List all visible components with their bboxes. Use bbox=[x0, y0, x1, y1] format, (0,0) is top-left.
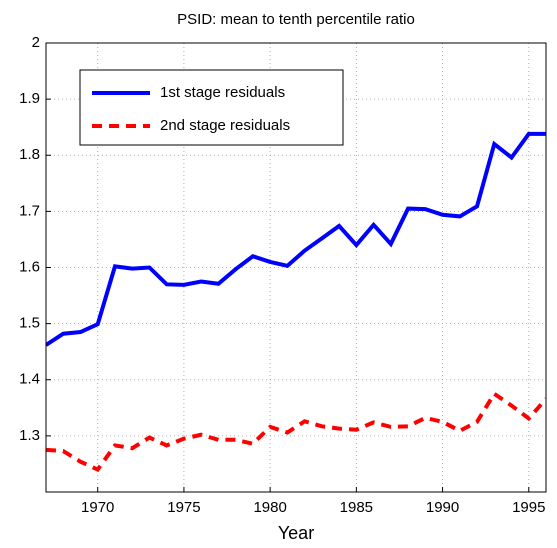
legend-label: 2nd stage residuals bbox=[160, 117, 290, 134]
y-tick-label: 1.6 bbox=[19, 258, 40, 275]
chart-title: PSID: mean to tenth percentile ratio bbox=[177, 11, 415, 28]
x-tick-label: 1995 bbox=[512, 499, 545, 516]
y-tick-label: 1.8 bbox=[19, 146, 40, 163]
y-tick-label: 1.3 bbox=[19, 427, 40, 444]
series-line bbox=[46, 390, 546, 473]
x-tick-label: 1980 bbox=[253, 499, 286, 516]
y-tick-label: 1.4 bbox=[19, 371, 40, 388]
y-tick-label: 1.7 bbox=[19, 202, 40, 219]
x-tick-label: 1985 bbox=[340, 499, 373, 516]
y-tick-label: 2 bbox=[32, 34, 40, 51]
series-line bbox=[46, 131, 546, 347]
x-tick-label: 1975 bbox=[167, 499, 200, 516]
legend-label: 1st stage residuals bbox=[160, 84, 285, 101]
x-tick-label: 1970 bbox=[81, 499, 114, 516]
legend bbox=[79, 69, 344, 146]
plot-frame bbox=[45, 42, 547, 493]
y-tick-label: 1.5 bbox=[19, 315, 40, 332]
y-tick-label: 1.9 bbox=[19, 90, 40, 107]
x-axis-label: Year bbox=[278, 523, 314, 543]
x-tick-label: 1990 bbox=[426, 499, 459, 516]
